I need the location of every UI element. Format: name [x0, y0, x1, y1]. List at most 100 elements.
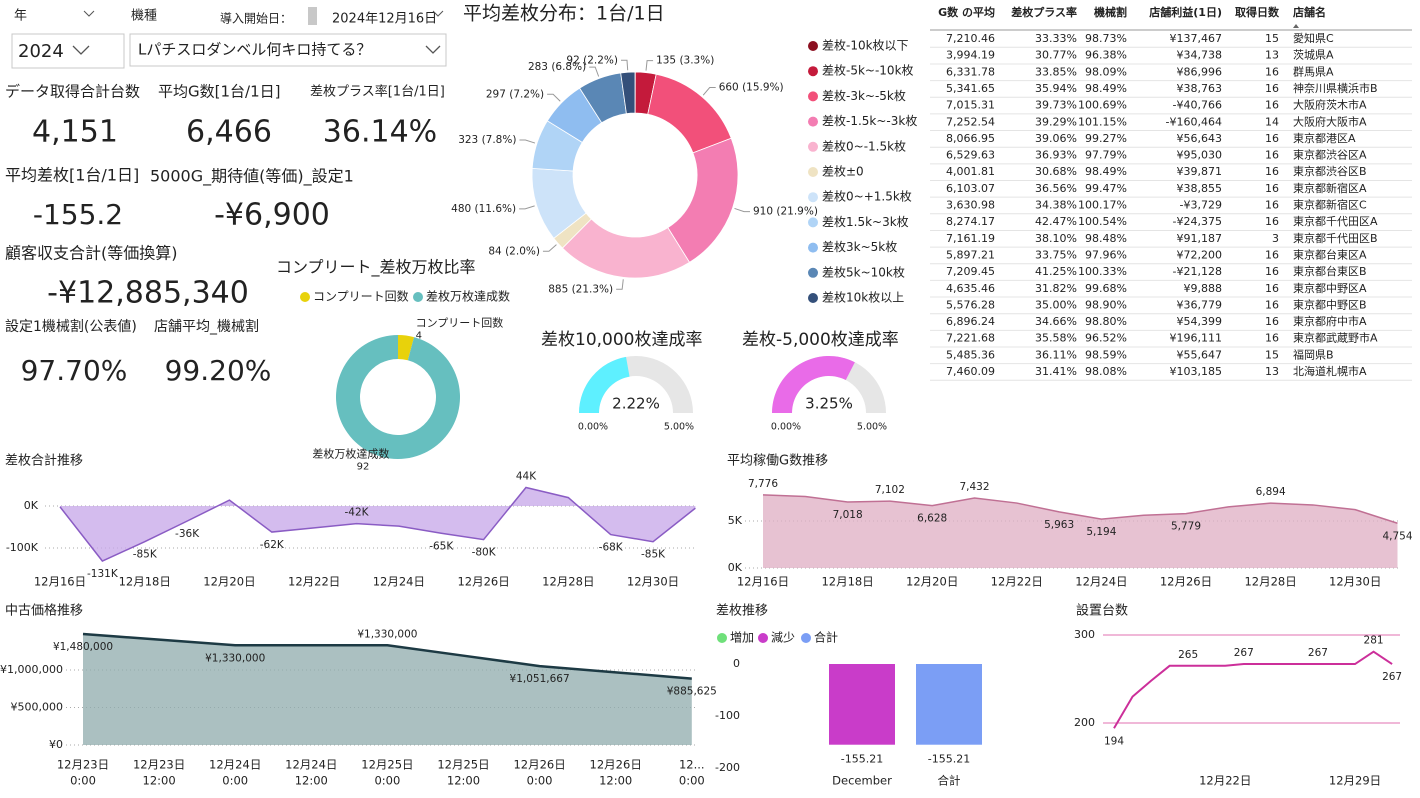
- chevron[interactable]: [72, 45, 90, 55]
- legend-swatch: [808, 192, 818, 203]
- column-header: 店舗名: [1293, 5, 1326, 19]
- table-cell: ¥9,888: [1184, 282, 1223, 295]
- x-tick-label: 0:00: [527, 774, 553, 788]
- table-cell: 98.73%: [1085, 32, 1127, 45]
- dropdown-value: 2024: [18, 41, 64, 62]
- chevron[interactable]: [432, 10, 444, 17]
- column-header: 取得日数: [1235, 5, 1280, 19]
- legend-label: 差枚-10k枚以下: [822, 38, 909, 53]
- data-label: ¥1,330,000: [357, 628, 417, 640]
- table-cell: 大阪府茨木市A: [1293, 98, 1367, 112]
- kpi-value: -¥6,900: [214, 198, 330, 233]
- line: [82, 632, 692, 680]
- leader-line: [645, 60, 654, 71]
- table-cell: 98.49%: [1085, 165, 1127, 178]
- x-tick-label: 12月24日: [209, 758, 261, 772]
- kpi-label: 店舗平均_機械割: [154, 318, 259, 335]
- table-cell: 101.15%: [1078, 115, 1127, 128]
- table-cell: ¥34,738: [1177, 49, 1223, 62]
- table-cell: 5,897.21: [946, 248, 995, 261]
- data-label: 5,963: [1044, 519, 1074, 531]
- table-cell: 42.47%: [1035, 215, 1077, 228]
- table-cell: ¥55,647: [1177, 348, 1223, 361]
- y-tick-label: 5K: [728, 514, 743, 527]
- year-dropdown[interactable]: [11, 33, 125, 69]
- x-tick-label: 合計: [938, 774, 961, 788]
- gauge-min: 0.00%: [578, 422, 608, 433]
- kpi-label: データ取得合計台数: [5, 83, 140, 101]
- table-cell: ¥38,855: [1177, 182, 1223, 195]
- chevron[interactable]: [425, 45, 441, 54]
- x-tick-label: 12月29日: [1329, 774, 1381, 788]
- data-label: 6,894: [1256, 486, 1286, 498]
- x-tick-label: 12月18日: [821, 575, 873, 589]
- y-tick-label: 0: [733, 657, 740, 670]
- table-cell: 群馬県A: [1293, 64, 1334, 78]
- column-header: G数 の平均: [938, 5, 995, 19]
- table-cell: 13: [1265, 365, 1279, 378]
- y-tick-label: -200: [715, 761, 740, 774]
- table-cell: 33.75%: [1035, 248, 1077, 261]
- table-cell: 3,630.98: [946, 199, 995, 212]
- table-cell: 16: [1265, 99, 1279, 112]
- sort-arrow: [1293, 24, 1299, 28]
- table-cell: 7,161.19: [946, 232, 995, 245]
- legend-label: コンプリート回数: [313, 289, 409, 304]
- legend-swatch: [801, 633, 811, 643]
- y-tick-label: ¥500,000: [11, 701, 64, 714]
- x-tick-label: December: [832, 774, 892, 788]
- data-label: 267: [1382, 671, 1402, 683]
- table-cell: 31.41%: [1035, 365, 1077, 378]
- table-cell: 16: [1265, 199, 1279, 212]
- table-cell: ¥54,399: [1177, 315, 1223, 328]
- table-cell: -¥160,464: [1166, 115, 1222, 128]
- table-cell: 大阪府大阪市A: [1293, 114, 1367, 128]
- filter-value: 2024年12月16日: [332, 12, 437, 27]
- leader-line: [542, 244, 557, 252]
- x-tick-label: 0:00: [374, 774, 400, 788]
- table-cell: 35.00%: [1035, 298, 1077, 311]
- x-tick-label: 12月24日: [373, 575, 425, 589]
- table-cell: 6,331.78: [946, 65, 995, 78]
- bar: [916, 664, 982, 745]
- table-cell: ¥95,030: [1177, 149, 1223, 162]
- legend-swatch: [808, 91, 818, 102]
- legend-label: 差枚3k~5k枚: [822, 239, 897, 254]
- model-dropdown[interactable]: [129, 33, 447, 67]
- data-label: -155.21: [928, 753, 970, 766]
- legend-swatch: [808, 66, 818, 77]
- legend-swatch: [808, 293, 818, 303]
- table-cell: 98.90%: [1085, 298, 1127, 311]
- slider-handle[interactable]: [308, 7, 317, 25]
- table-cell: 東京都千代田区B: [1293, 231, 1378, 245]
- table-cell: 30.68%: [1035, 165, 1077, 178]
- y-tick-label: ¥1,000,000: [0, 663, 63, 676]
- table-cell: 茨城県A: [1293, 48, 1334, 62]
- kpi-label: 差枚プラス率[1台/1日]: [310, 84, 445, 100]
- table-cell: 16: [1265, 248, 1279, 261]
- table-cell: 39.73%: [1035, 99, 1077, 112]
- data-label: コンプリート回数: [416, 317, 504, 330]
- x-tick-label: 12月23日: [133, 758, 185, 772]
- table-cell: 33.85%: [1035, 65, 1077, 78]
- kpi-cards: データ取得合計台数 4,151 平均G数[1台/1日] 6,466 差枚プラス率…: [5, 83, 445, 388]
- x-tick-label: 12月22日: [991, 575, 1043, 589]
- y-tick-label: 200: [1074, 716, 1095, 729]
- data-label: 7,018: [833, 509, 863, 521]
- table-cell: 36.11%: [1035, 348, 1077, 361]
- chart-title: 差枚-5,000枚達成率: [742, 330, 899, 350]
- column-header: 差枚プラス率: [1011, 5, 1077, 19]
- table-cell: ¥56,643: [1177, 132, 1223, 145]
- table-cell: 6,103.07: [946, 182, 995, 195]
- chevron[interactable]: [83, 10, 95, 17]
- table-cell: 41.25%: [1035, 265, 1077, 278]
- table-cell: 98.09%: [1085, 65, 1127, 78]
- gauge-value: [579, 356, 630, 413]
- data-label: 92: [357, 461, 370, 472]
- table-cell: 100.54%: [1078, 215, 1127, 228]
- x-tick-label: 12月26日: [513, 758, 565, 772]
- data-label: 44K: [516, 471, 537, 483]
- x-tick-label: 12月28日: [542, 575, 594, 589]
- table-cell: 99.47%: [1085, 182, 1127, 195]
- legend-swatch: [808, 267, 818, 278]
